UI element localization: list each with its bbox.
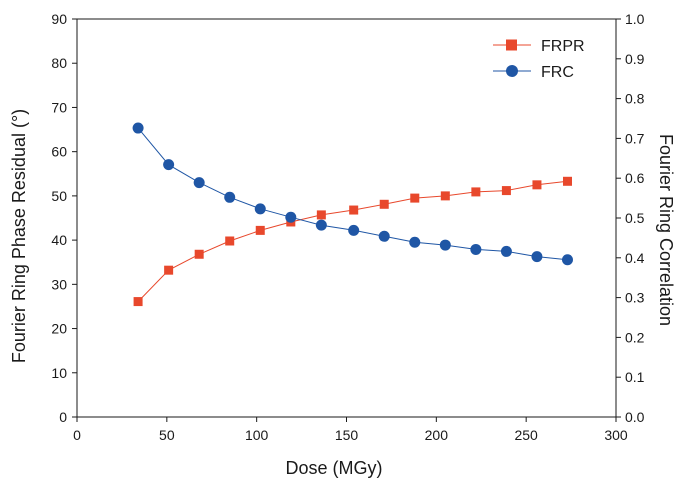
right-y-tick-label: 0.4 bbox=[625, 250, 645, 266]
right-y-tick-label: 0.2 bbox=[625, 329, 645, 345]
series-frc-point bbox=[193, 177, 205, 189]
right-y-axis-ticks: 0.0 0.1 0.2 0.3 0.4 0.5 0.6 0.7 0.8 0.9 1.0 bbox=[616, 11, 645, 425]
series-frc-point bbox=[132, 122, 144, 134]
series-frc-point bbox=[531, 251, 543, 263]
x-tick-label: 150 bbox=[335, 427, 359, 443]
left-y-tick-label: 50 bbox=[51, 188, 67, 204]
series-frc-point bbox=[500, 245, 512, 257]
series-frc-point bbox=[561, 254, 573, 266]
left-y-axis-title: Fourier Ring Phase Residual (°) bbox=[9, 109, 29, 363]
x-tick-label: 0 bbox=[73, 427, 81, 443]
right-y-tick-label: 0.1 bbox=[625, 369, 645, 385]
right-y-tick-label: 0.3 bbox=[625, 290, 645, 306]
series-frpr-point bbox=[562, 176, 572, 186]
plot-frame bbox=[76, 18, 617, 418]
legend-frc-marker bbox=[506, 65, 518, 77]
series-frc-point bbox=[224, 191, 236, 203]
legend-frc-label: FRC bbox=[541, 64, 574, 81]
left-y-tick-label: 70 bbox=[51, 99, 67, 115]
series-frpr-point bbox=[532, 180, 542, 190]
left-y-tick-label: 0 bbox=[59, 409, 67, 425]
left-y-tick-label: 80 bbox=[51, 55, 67, 71]
x-tick-label: 300 bbox=[604, 427, 628, 443]
right-y-tick-label: 0.9 bbox=[625, 51, 645, 67]
series-frpr-point bbox=[255, 225, 265, 235]
series-frc-point bbox=[348, 224, 360, 236]
series-frpr-point bbox=[440, 191, 450, 201]
right-y-tick-label: 0.5 bbox=[625, 210, 645, 226]
left-y-axis-ticks: 0 10 20 30 40 50 60 70 80 90 bbox=[51, 11, 77, 425]
right-y-axis-title: Fourier Ring Correlation bbox=[656, 134, 676, 326]
x-tick-label: 100 bbox=[245, 427, 269, 443]
right-y-tick-label: 0.7 bbox=[625, 130, 645, 146]
series-frpr-point bbox=[379, 199, 389, 209]
legend: FRPR FRC bbox=[493, 38, 585, 81]
right-y-tick-label: 0.0 bbox=[625, 409, 645, 425]
series-frpr-point bbox=[349, 205, 359, 215]
x-axis-title: Dose (MGy) bbox=[285, 458, 382, 478]
right-y-tick-label: 0.8 bbox=[625, 91, 645, 107]
x-axis-ticks: 0 50 100 150 200 250 300 bbox=[73, 417, 628, 443]
left-y-tick-label: 40 bbox=[51, 232, 67, 248]
left-y-tick-label: 90 bbox=[51, 11, 67, 27]
left-y-tick-label: 30 bbox=[51, 276, 67, 292]
x-tick-label: 50 bbox=[159, 427, 175, 443]
series-frpr-point bbox=[133, 297, 143, 307]
series-frpr-point bbox=[501, 186, 511, 196]
x-tick-label: 250 bbox=[514, 427, 538, 443]
series-frpr-line bbox=[137, 180, 568, 302]
series-layer bbox=[132, 122, 573, 307]
plot-border bbox=[76, 18, 617, 418]
series-frc-point bbox=[315, 219, 327, 231]
left-y-tick-label: 10 bbox=[51, 365, 67, 381]
series-frc-point bbox=[439, 239, 451, 251]
right-y-tick-label: 1.0 bbox=[625, 11, 645, 27]
series-frpr-point bbox=[410, 193, 420, 203]
series-frc-point bbox=[254, 203, 266, 215]
left-y-tick-label: 20 bbox=[51, 321, 67, 337]
series-frpr-point bbox=[225, 236, 235, 246]
series-frpr-point bbox=[194, 249, 204, 259]
series-frc-point bbox=[470, 243, 482, 255]
series-frc-point bbox=[409, 236, 421, 248]
legend-frpr-marker bbox=[506, 39, 517, 51]
left-y-tick-label: 60 bbox=[51, 144, 67, 160]
series-frc-point bbox=[378, 230, 390, 242]
series-frc-point bbox=[285, 211, 297, 223]
legend-frpr-label: FRPR bbox=[541, 38, 585, 55]
series-frpr-point bbox=[164, 265, 174, 275]
right-y-tick-label: 0.6 bbox=[625, 170, 645, 186]
series-frpr-point bbox=[471, 187, 481, 197]
series-frc-point bbox=[163, 159, 175, 171]
x-tick-label: 200 bbox=[425, 427, 449, 443]
series-frpr-point bbox=[316, 210, 326, 220]
